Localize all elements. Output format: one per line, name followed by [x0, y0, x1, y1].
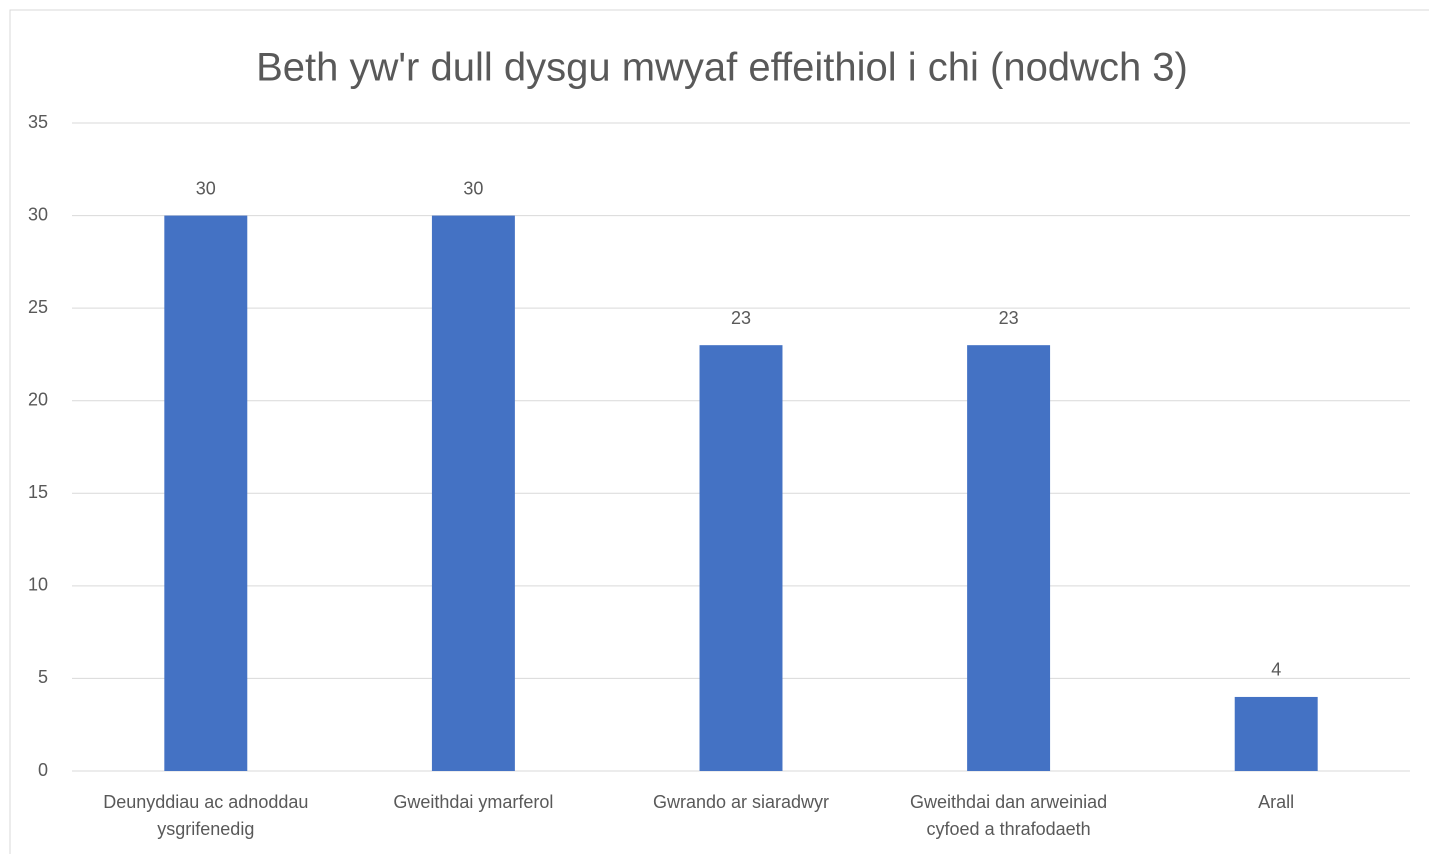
data-label: 4	[1271, 660, 1281, 680]
data-label: 30	[463, 178, 483, 198]
y-tick-label: 15	[28, 482, 48, 502]
y-tick-label: 10	[28, 575, 48, 595]
chart-border	[9, 9, 1429, 854]
bar	[1234, 696, 1318, 771]
x-tick-label: Deunyddiau ac adnoddau ysgrifenedig	[103, 792, 309, 839]
bar	[699, 345, 783, 771]
data-label: 23	[999, 308, 1019, 328]
bar	[164, 215, 248, 772]
data-label: 30	[196, 178, 216, 198]
chart-title: Beth yw'r dull dysgu mwyaf effeithiol i …	[256, 46, 1188, 90]
x-tick-label: Gweithdai ymarferol	[393, 792, 554, 812]
bar	[431, 215, 515, 772]
y-tick-label: 5	[38, 667, 48, 687]
bar	[967, 345, 1051, 771]
x-tick-label: Gwrando ar siaradwyr	[652, 792, 830, 812]
x-tick-label: Arall	[1258, 792, 1295, 812]
x-tick-label: Gweithdai dan arweiniad cyfoed a thrafod…	[910, 792, 1108, 839]
y-tick-label: 25	[28, 297, 48, 317]
y-tick-label: 20	[28, 389, 48, 409]
y-tick-label: 30	[28, 204, 48, 224]
data-label: 23	[731, 308, 751, 328]
y-tick-label: 35	[28, 112, 48, 132]
y-tick-label: 0	[38, 760, 48, 780]
